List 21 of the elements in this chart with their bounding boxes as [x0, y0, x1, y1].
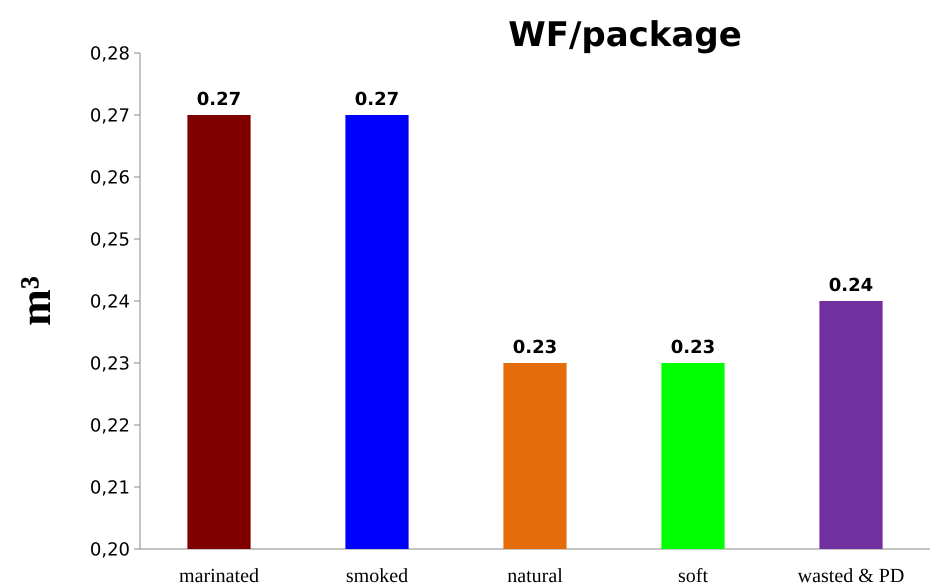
x-tick-label: soft [678, 565, 708, 587]
x-tick-label: wasted & PD [798, 565, 904, 587]
x-tick-label: smoked [346, 565, 408, 587]
y-axis-title: m³ [11, 276, 60, 326]
y-tick-label: 0,21 [90, 477, 130, 498]
x-tick-label: natural [507, 565, 564, 587]
y-tick-label: 0,23 [90, 353, 130, 374]
data-label: 0.24 [828, 275, 874, 296]
chart-title: WF/package [508, 15, 742, 55]
data-label: 0.23 [670, 337, 716, 358]
y-tick-label: 0,26 [90, 167, 130, 188]
y-tick-label: 0,25 [90, 229, 130, 250]
data-label: 0.23 [512, 337, 558, 358]
y-tick-label: 0,28 [90, 43, 130, 64]
y-tick-label: 0,20 [90, 539, 130, 560]
data-label: 0.27 [196, 89, 242, 110]
y-tick-label: 0,22 [90, 415, 130, 436]
y-tick-label: 0,27 [90, 105, 130, 126]
x-tick-label: marinated [179, 565, 259, 587]
data-label: 0.27 [354, 89, 400, 110]
y-tick-label: 0,24 [90, 291, 130, 312]
